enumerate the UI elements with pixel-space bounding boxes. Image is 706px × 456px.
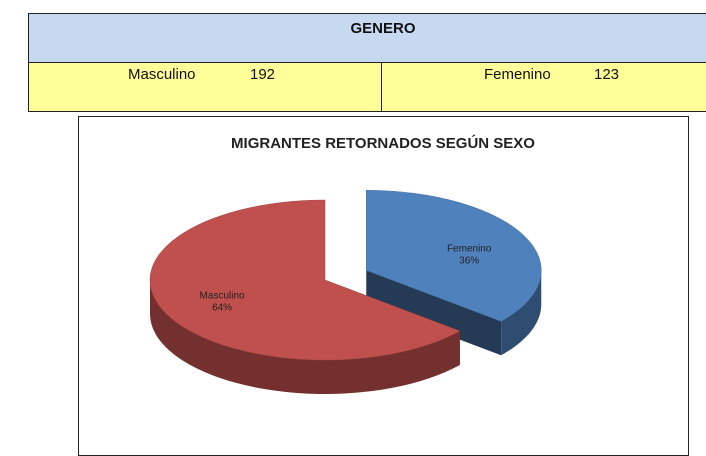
page: GENERO Masculino 192 Femenino 123 MIGRAN… [28, 13, 706, 456]
table-cell [381, 62, 706, 112]
header-cell [28, 13, 706, 63]
chart-title: MIGRANTES RETORNADOS SEGÚN SEXO [231, 134, 535, 152]
slice-side [501, 270, 542, 356]
cell-text: Masculino [128, 66, 196, 83]
cell-text: Femenino [484, 66, 551, 83]
slice-face [366, 270, 502, 356]
header-text: GENERO [350, 20, 416, 37]
table-cell [28, 62, 382, 112]
cell-text: 123 [594, 66, 620, 83]
pie-slice [149, 199, 461, 361]
slice-value-label: 36% [459, 256, 479, 267]
cell-text: 192 [250, 66, 276, 83]
chart: MIGRANTES RETORNADOS SEGÚN SEXO Femenino… [149, 134, 542, 394]
slice-side [150, 280, 460, 394]
slice-label: Femenino [447, 244, 492, 255]
slice-value-label: 64% [212, 303, 232, 314]
pie-slice [366, 190, 542, 322]
slice-label: Masculino [200, 291, 245, 302]
